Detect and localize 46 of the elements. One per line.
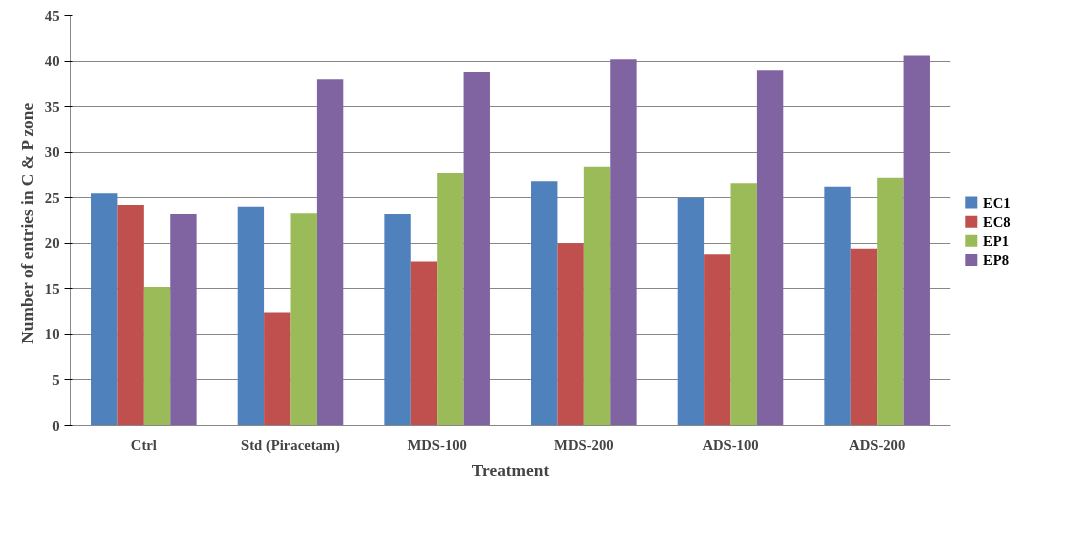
- bar: [143, 287, 171, 426]
- bar: [117, 205, 144, 426]
- x-axis-title: Treatment: [471, 460, 550, 480]
- bar: [531, 181, 558, 426]
- bar: [463, 71, 490, 426]
- bar: [410, 261, 438, 426]
- y-tick-label: 40: [44, 53, 60, 70]
- x-tick-label: Ctrl: [130, 436, 157, 453]
- legend-label: EC1: [983, 194, 1011, 211]
- bar: [730, 183, 757, 426]
- bar: [437, 173, 464, 426]
- y-tick-label: 35: [44, 98, 60, 115]
- x-tick-label: MDS-100: [407, 436, 467, 453]
- bar: [170, 214, 197, 426]
- legend-label: EC8: [983, 213, 1011, 230]
- bar: [610, 59, 637, 426]
- x-tick-label: ADS-200: [849, 436, 906, 453]
- bar: [756, 70, 784, 426]
- bar: [903, 55, 930, 426]
- bar: [264, 312, 291, 426]
- bar: [384, 214, 411, 426]
- y-tick-label: 20: [44, 235, 60, 252]
- bar: [316, 79, 344, 426]
- bar: [877, 177, 904, 426]
- y-tick-label: 30: [44, 144, 60, 161]
- y-tick-label: 0: [52, 417, 60, 434]
- legend-label: EP1: [983, 232, 1010, 249]
- x-tick-label: MDS-200: [554, 436, 614, 453]
- bar: [677, 197, 705, 426]
- y-tick-label: 5: [52, 371, 60, 388]
- x-tick-label: Std (Piracetam): [241, 436, 341, 454]
- bar: [824, 186, 851, 426]
- bar: [704, 254, 731, 426]
- bar: [237, 206, 265, 426]
- bar: [557, 243, 584, 426]
- y-axis-title: Number of entries in C & P zone: [17, 102, 37, 344]
- x-tick-label: ADS-100: [702, 436, 759, 453]
- y-tick-label: 25: [44, 189, 60, 206]
- bar: [583, 166, 611, 426]
- bar: [290, 213, 317, 426]
- y-tick-label: 45: [44, 7, 60, 24]
- y-tick-label: 15: [44, 280, 60, 297]
- legend-label: EP8: [983, 251, 1010, 268]
- bar: [91, 193, 118, 426]
- y-tick-label: 10: [44, 326, 60, 343]
- bar: [850, 248, 878, 426]
